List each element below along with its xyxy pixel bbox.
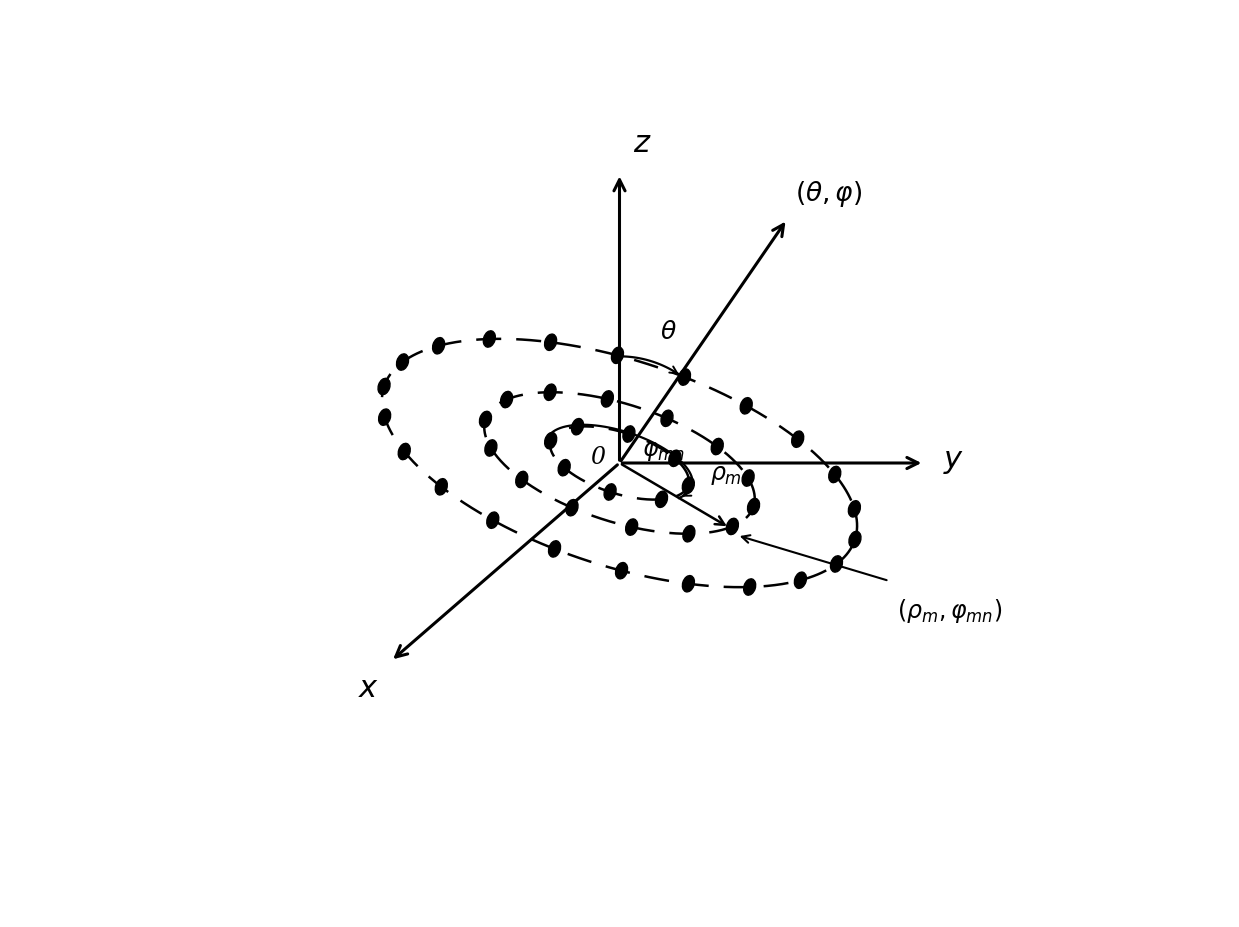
Ellipse shape bbox=[830, 556, 843, 573]
Ellipse shape bbox=[849, 532, 861, 548]
Ellipse shape bbox=[549, 541, 560, 557]
Ellipse shape bbox=[544, 385, 556, 401]
Ellipse shape bbox=[379, 410, 390, 425]
Ellipse shape bbox=[515, 472, 528, 489]
Ellipse shape bbox=[605, 484, 616, 501]
Text: $(\rho_m,\varphi_{mn})$: $(\rho_m,\varphi_{mn})$ bbox=[897, 597, 1002, 625]
Ellipse shape bbox=[479, 412, 492, 428]
Ellipse shape bbox=[545, 335, 556, 351]
Ellipse shape bbox=[792, 432, 804, 448]
Text: $(\theta,\varphi)$: $(\theta,\varphi)$ bbox=[794, 179, 862, 209]
Ellipse shape bbox=[545, 433, 556, 450]
Ellipse shape bbox=[742, 470, 755, 487]
Ellipse shape bbox=[398, 444, 410, 460]
Ellipse shape bbox=[743, 579, 756, 595]
Text: $\rho_m$: $\rho_m$ bbox=[710, 464, 742, 487]
Ellipse shape bbox=[601, 391, 613, 408]
Ellipse shape bbox=[396, 354, 409, 371]
Ellipse shape bbox=[660, 411, 673, 427]
Ellipse shape bbox=[558, 460, 570, 476]
Ellipse shape bbox=[849, 502, 860, 517]
Text: $\theta$: $\theta$ bbox=[659, 321, 676, 344]
Ellipse shape bbox=[484, 440, 497, 457]
Ellipse shape bbox=[655, 491, 668, 508]
Ellipse shape bbox=[616, 563, 628, 579]
Ellipse shape bbox=[726, 519, 738, 535]
Ellipse shape bbox=[626, 519, 638, 536]
Ellipse shape bbox=[747, 499, 760, 515]
Text: $y$: $y$ bbox=[943, 444, 964, 476]
Ellipse shape bbox=[566, 500, 579, 516]
Ellipse shape bbox=[740, 399, 752, 414]
Ellipse shape bbox=[683, 576, 694, 592]
Ellipse shape bbox=[623, 426, 634, 443]
Ellipse shape bbox=[435, 479, 447, 495]
Ellipse shape bbox=[829, 467, 841, 483]
Ellipse shape bbox=[669, 451, 681, 467]
Ellipse shape bbox=[794, 573, 807, 589]
Ellipse shape bbox=[683, 477, 694, 494]
Ellipse shape bbox=[711, 438, 724, 455]
Ellipse shape bbox=[378, 379, 390, 395]
Text: 0: 0 bbox=[591, 446, 606, 469]
Ellipse shape bbox=[487, 513, 499, 528]
Ellipse shape bbox=[501, 392, 513, 408]
Ellipse shape bbox=[432, 338, 445, 354]
Ellipse shape bbox=[611, 348, 623, 364]
Text: $x$: $x$ bbox=[358, 673, 379, 704]
Ellipse shape bbox=[571, 419, 584, 436]
Text: $z$: $z$ bbox=[633, 128, 652, 159]
Ellipse shape bbox=[483, 332, 496, 348]
Ellipse shape bbox=[679, 370, 690, 386]
Text: $\varphi_{mn}$: $\varphi_{mn}$ bbox=[642, 439, 685, 463]
Ellipse shape bbox=[683, 526, 695, 542]
